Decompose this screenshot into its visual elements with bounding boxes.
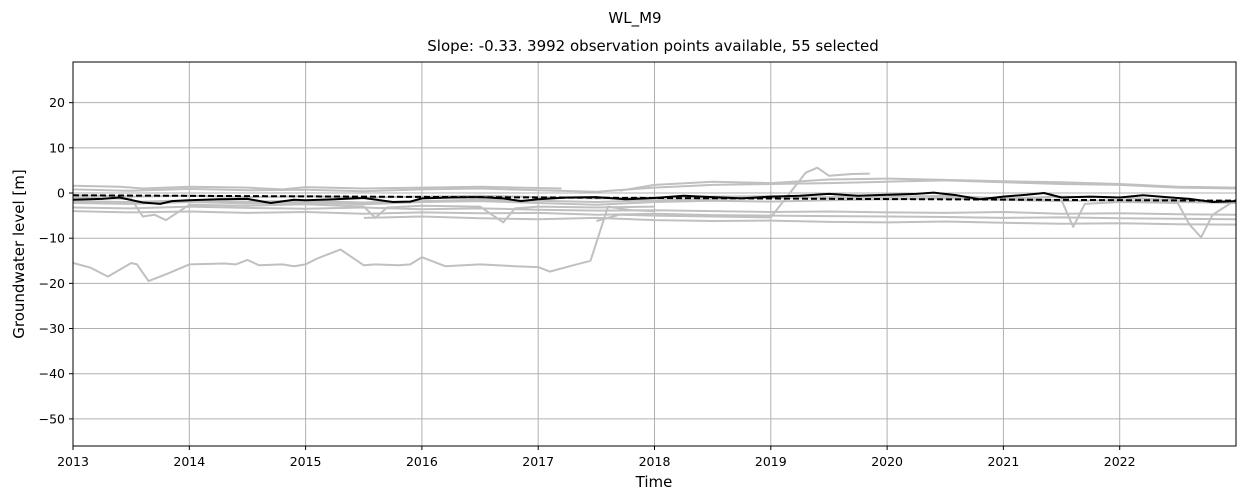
- y-tick-label: −20: [39, 276, 65, 291]
- x-tick-label: 2020: [871, 454, 903, 469]
- y-tick-label: 10: [49, 140, 65, 155]
- x-tick-label: 2013: [57, 454, 89, 469]
- series-layer: [73, 166, 1236, 283]
- y-axis-label: Groundwater level [m]: [10, 169, 28, 338]
- series-line: [619, 177, 1236, 192]
- x-tick-label: 2014: [173, 454, 205, 469]
- x-tick-label: 2019: [755, 454, 787, 469]
- series-line: [73, 179, 1236, 193]
- y-tick-label: 0: [57, 186, 65, 201]
- series-line: [73, 205, 655, 283]
- y-tick-label: −10: [39, 231, 65, 246]
- x-tick-label: 2022: [1104, 454, 1136, 469]
- x-tick-label: 2021: [987, 454, 1019, 469]
- x-tick-label: 2016: [406, 454, 438, 469]
- y-tick-label: −30: [39, 321, 65, 336]
- chart-suptitle: WL_M9: [608, 9, 661, 28]
- grid: [72, 62, 1236, 446]
- series-line: [596, 166, 870, 222]
- x-tick-label: 2017: [522, 454, 554, 469]
- mean-series-line: [73, 191, 1236, 205]
- x-tick-label: 2018: [639, 454, 671, 469]
- series-line: [73, 210, 1236, 221]
- x-axis: 2013 2014 2015 2016 2017 2018 2019 2020 2021 2022: [57, 446, 1136, 469]
- x-tick-label: 2015: [290, 454, 322, 469]
- series-line: [363, 215, 1236, 226]
- chart-title: Slope: -0.33. 3992 observation points av…: [427, 37, 878, 55]
- y-tick-label: 20: [49, 95, 65, 110]
- series-line: [73, 196, 655, 224]
- y-axis: 20 10 0 −10 −20 −30 −40 −50: [39, 95, 73, 426]
- y-tick-label: −40: [39, 366, 65, 381]
- y-tick-label: −50: [39, 411, 65, 426]
- x-axis-label: Time: [635, 473, 673, 491]
